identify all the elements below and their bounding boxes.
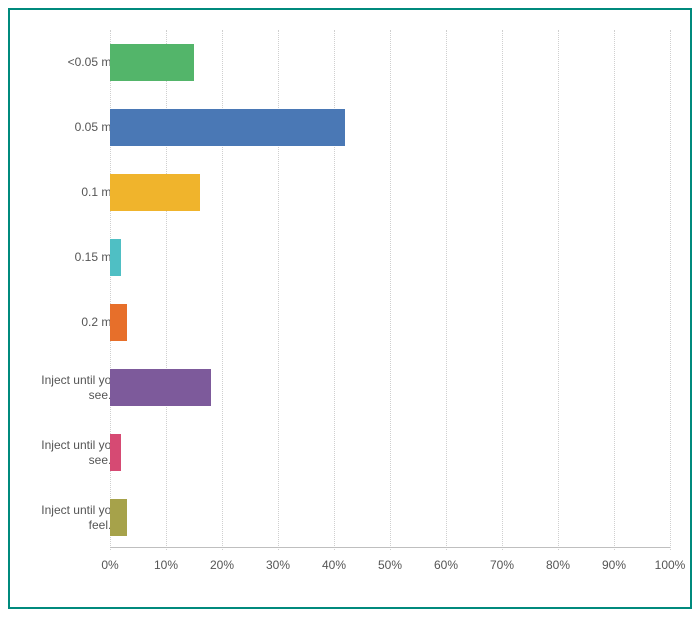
x-tick-label: 0% xyxy=(90,558,130,572)
y-tick-label: Inject until you see... xyxy=(22,420,118,485)
chart-row: <0.05 mL xyxy=(10,30,690,95)
bar xyxy=(110,434,121,471)
chart-frame: 0% 10% 20% 30% 40% 50% 60% 70% 80% 90% 100% <0.05 … xyxy=(8,8,692,609)
bar xyxy=(110,44,194,81)
chart-row: Inject until you see... xyxy=(10,355,690,420)
y-tick-label: 0.05 mL xyxy=(22,95,118,160)
y-tick-label: 0.1 mL xyxy=(22,160,118,225)
chart-row: Inject until you see... xyxy=(10,420,690,485)
x-tick-label: 70% xyxy=(482,558,522,572)
y-tick-label: Inject until you feel... xyxy=(22,485,118,550)
chart-row: 0.2 mL xyxy=(10,290,690,355)
bar xyxy=(110,369,211,406)
bar xyxy=(110,239,121,276)
x-tick-label: 60% xyxy=(426,558,466,572)
x-tick-label: 80% xyxy=(538,558,578,572)
x-tick-label: 30% xyxy=(258,558,298,572)
x-tick-label: 90% xyxy=(594,558,634,572)
chart-row: 0.15 mL xyxy=(10,225,690,290)
chart-row: 0.05 mL xyxy=(10,95,690,160)
y-tick-label: 0.2 mL xyxy=(22,290,118,355)
x-tick-label: 40% xyxy=(314,558,354,572)
y-tick-label: 0.15 mL xyxy=(22,225,118,290)
bar xyxy=(110,174,200,211)
x-tick-label: 10% xyxy=(146,558,186,572)
y-tick-label: <0.05 mL xyxy=(22,30,118,95)
bar xyxy=(110,109,345,146)
bar xyxy=(110,304,127,341)
chart-row: Inject until you feel... xyxy=(10,485,690,550)
x-tick-label: 50% xyxy=(370,558,410,572)
chart-row: 0.1 mL xyxy=(10,160,690,225)
x-tick-label: 100% xyxy=(650,558,690,572)
bar xyxy=(110,499,127,536)
x-tick-label: 20% xyxy=(202,558,242,572)
y-tick-label: Inject until you see... xyxy=(22,355,118,420)
